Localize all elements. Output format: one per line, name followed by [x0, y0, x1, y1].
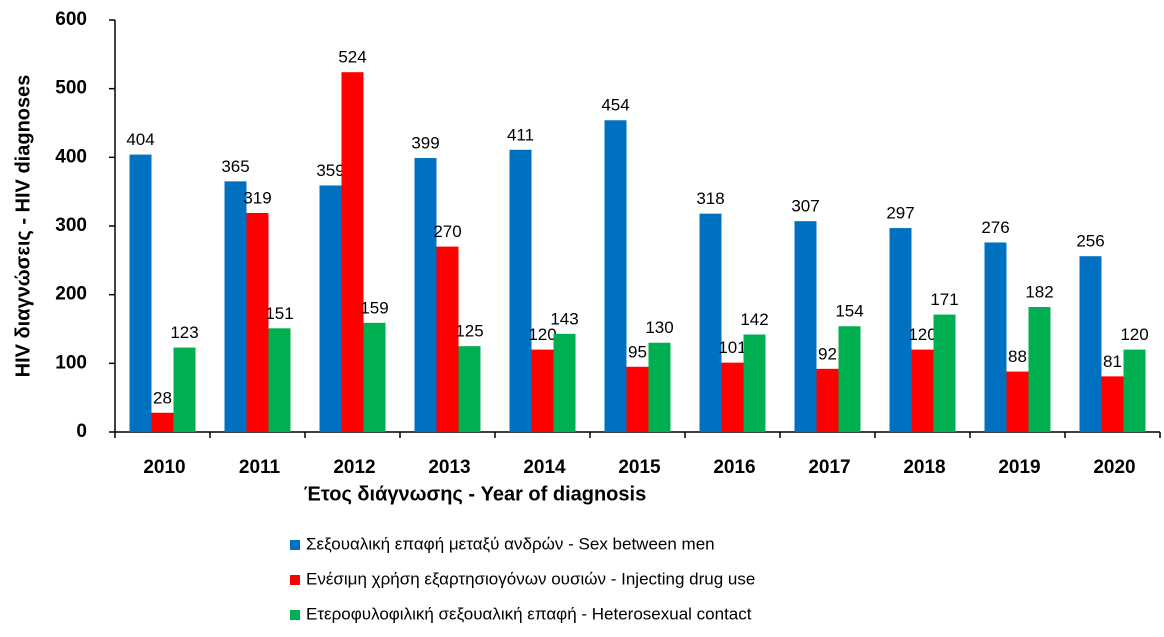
data-label: 120 [528, 325, 556, 344]
bar [173, 347, 196, 432]
bar [794, 221, 817, 432]
bar [151, 412, 174, 432]
bar [838, 326, 861, 432]
x-tick-label: 2013 [428, 457, 470, 478]
bar [816, 368, 839, 432]
data-label: 359 [316, 161, 344, 180]
bar [458, 346, 481, 432]
bar [1028, 307, 1051, 432]
bar [889, 228, 912, 432]
bar [531, 349, 554, 432]
x-tick-label: 2017 [808, 457, 850, 478]
bar [1079, 256, 1102, 432]
bar [699, 213, 722, 432]
data-label: 101 [718, 338, 746, 357]
bar [553, 333, 576, 432]
bar [1123, 349, 1146, 432]
x-tick-label: 2015 [618, 457, 661, 478]
data-label: 319 [243, 188, 271, 207]
data-label: 270 [433, 222, 461, 241]
bar [911, 349, 934, 432]
bar [933, 314, 956, 432]
y-tick-label: 0 [76, 421, 87, 442]
data-label: 120 [908, 325, 936, 344]
data-label: 454 [601, 96, 629, 115]
bar [129, 154, 152, 432]
y-tick-label: 300 [55, 215, 87, 236]
bar [509, 149, 532, 432]
legend-label: Ετεροφυλοφιλική σεξουαλική επαφή - Heter… [306, 604, 752, 623]
bar [268, 328, 291, 432]
x-tick-label: 2010 [143, 457, 185, 478]
data-label: 154 [835, 302, 863, 321]
bar [721, 362, 744, 432]
data-label: 28 [153, 388, 172, 407]
bar [1101, 376, 1124, 432]
data-label: 318 [696, 189, 724, 208]
bar [604, 120, 627, 433]
bar [436, 246, 459, 432]
data-label: 151 [265, 304, 293, 323]
bar [984, 242, 1007, 432]
x-tick-label: 2019 [998, 457, 1040, 478]
data-label: 81 [1103, 352, 1122, 371]
data-label: 171 [930, 290, 958, 309]
bar [363, 322, 386, 432]
data-label: 524 [338, 48, 366, 67]
data-label: 123 [170, 323, 198, 342]
data-label: 130 [645, 318, 673, 337]
bar [319, 185, 342, 432]
data-label: 92 [818, 344, 837, 363]
x-tick-label: 2014 [523, 457, 566, 478]
data-label: 120 [1120, 325, 1148, 344]
legend-label: Σεξουαλική επαφή μεταξύ ανδρών - Sex bet… [306, 534, 715, 553]
data-label: 404 [126, 130, 154, 149]
bar [743, 334, 766, 432]
bar [626, 366, 649, 432]
data-label: 95 [628, 342, 647, 361]
bar [246, 212, 269, 432]
data-label: 297 [886, 204, 914, 223]
x-tick-label: 2018 [903, 457, 945, 478]
legend-label: Ενέσιμη χρήση εξαρτησιογόνων ουσιών - In… [306, 569, 755, 588]
legend-swatch [290, 540, 300, 550]
bar [341, 72, 364, 432]
data-label: 307 [791, 197, 819, 216]
data-label: 143 [550, 309, 578, 328]
x-axis-title: Έτος διάγνωσης - Year of diagnosis [304, 483, 646, 505]
data-label: 411 [507, 125, 534, 144]
legend-swatch [290, 610, 300, 620]
bar [414, 158, 437, 432]
y-tick-label: 600 [55, 9, 87, 30]
bar [1006, 371, 1029, 432]
data-label: 365 [221, 157, 249, 176]
x-tick-label: 2011 [239, 457, 281, 478]
data-label: 142 [740, 310, 768, 329]
x-tick-label: 2020 [1093, 457, 1135, 478]
y-tick-label: 500 [55, 78, 87, 99]
bar [648, 342, 671, 432]
x-tick-label: 2012 [333, 457, 375, 478]
y-tick-label: 100 [55, 352, 87, 373]
data-label: 256 [1076, 232, 1104, 251]
y-tick-label: 400 [55, 146, 87, 167]
data-label: 182 [1025, 283, 1053, 302]
data-label: 88 [1008, 347, 1027, 366]
y-tick-label: 200 [55, 284, 87, 305]
bar [224, 181, 247, 432]
legend-swatch [290, 575, 300, 585]
data-label: 125 [455, 322, 483, 341]
data-label: 399 [411, 134, 439, 153]
data-label: 159 [360, 298, 388, 317]
data-label: 276 [981, 218, 1009, 237]
x-tick-label: 2016 [713, 457, 755, 478]
y-axis-title: HIV διαγνώσεις - HIV diagnoses [12, 75, 34, 378]
